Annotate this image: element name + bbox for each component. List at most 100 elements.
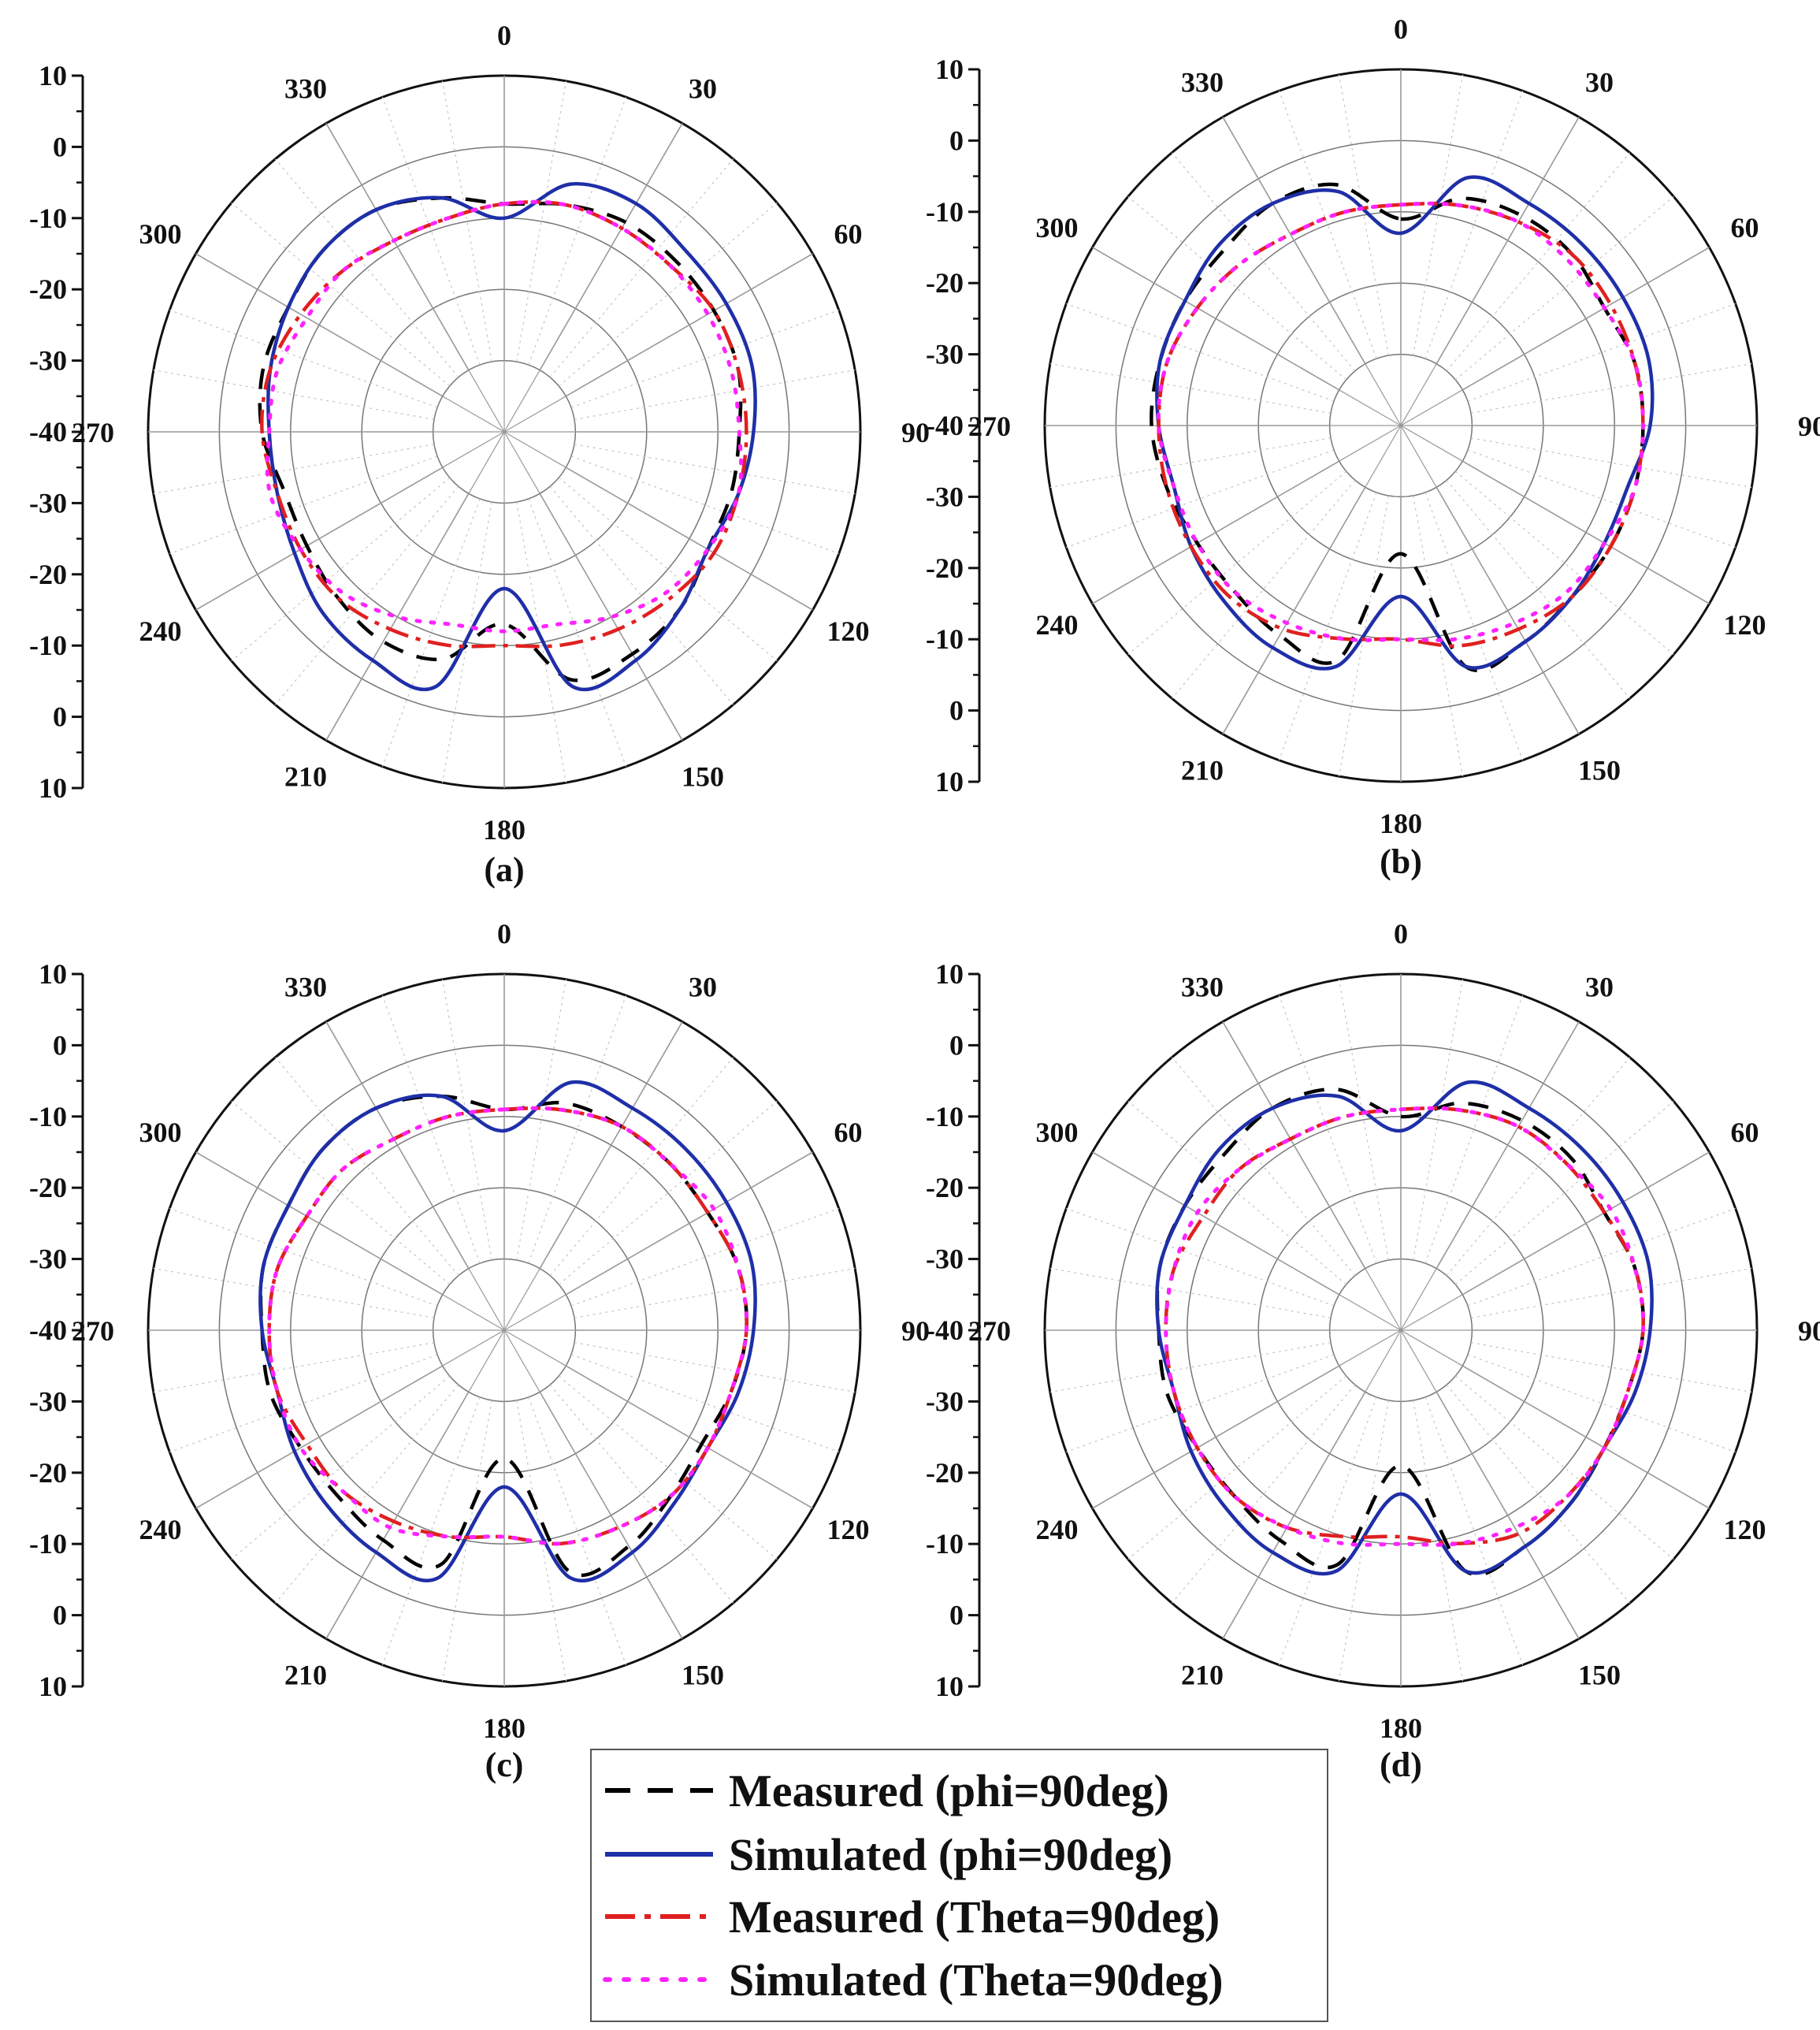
grid-spoke bbox=[1462, 460, 1710, 604]
angle-label-300: 300 bbox=[139, 1117, 182, 1148]
radial-tick-label: -10 bbox=[29, 1101, 67, 1132]
radial-tick-label: -30 bbox=[926, 339, 964, 370]
angle-label-210: 210 bbox=[1181, 1659, 1224, 1690]
angle-label-30: 30 bbox=[689, 972, 717, 1003]
grid-hub-spoke bbox=[442, 431, 505, 468]
angle-label-330: 330 bbox=[284, 972, 327, 1003]
grid-hub-spoke bbox=[1400, 1294, 1463, 1331]
legend-label-simulated-theta: Simulated (Theta=90deg) bbox=[729, 1954, 1224, 2006]
grid-spoke bbox=[1462, 1151, 1710, 1296]
angle-label-30: 30 bbox=[1585, 972, 1614, 1003]
angle-label-150: 150 bbox=[682, 760, 724, 792]
angle-label-30: 30 bbox=[1585, 67, 1614, 99]
grid-hub-spoke bbox=[1339, 389, 1402, 426]
radial-tick-label: 0 bbox=[949, 695, 964, 727]
angle-label-120: 120 bbox=[826, 1514, 869, 1545]
grid-spoke bbox=[1222, 117, 1366, 365]
radial-tick-label: -30 bbox=[926, 1385, 964, 1417]
series-sim_theta bbox=[267, 1106, 749, 1546]
angle-label-30: 30 bbox=[689, 73, 717, 105]
angle-label-330: 330 bbox=[1181, 67, 1224, 99]
grid-hub-spoke bbox=[1339, 1329, 1402, 1366]
grid-hub-spoke bbox=[503, 396, 566, 433]
grid-hub-spoke bbox=[503, 1268, 540, 1331]
angle-label-90: 90 bbox=[1798, 1315, 1820, 1347]
series-meas_theta bbox=[1164, 1106, 1645, 1545]
angle-label-180: 180 bbox=[1380, 1712, 1422, 1744]
angle-label-210: 210 bbox=[1181, 754, 1224, 786]
grid-spoke bbox=[539, 123, 683, 371]
grid-spoke bbox=[1436, 1021, 1580, 1270]
grid-hub-spoke bbox=[1400, 1268, 1437, 1331]
angle-label-270: 270 bbox=[72, 417, 114, 448]
angle-label-270: 270 bbox=[968, 1315, 1011, 1347]
grid-hub-spoke bbox=[468, 1268, 505, 1331]
radial-tick-label: -10 bbox=[926, 623, 964, 655]
angle-label-90: 90 bbox=[901, 417, 930, 448]
grid-spoke bbox=[1222, 486, 1366, 734]
grid-spoke bbox=[1436, 117, 1580, 365]
radial-tick-label: -40 bbox=[29, 1314, 67, 1346]
radial-tick-label: -30 bbox=[29, 1244, 67, 1275]
grid-spoke bbox=[565, 253, 813, 397]
radial-tick-label: 0 bbox=[949, 125, 964, 156]
caption-c: (c) bbox=[485, 1746, 524, 1784]
grid-hub-spoke bbox=[1400, 1329, 1463, 1366]
grid-spoke bbox=[325, 1391, 470, 1639]
grid-hub-spoke bbox=[503, 431, 540, 494]
radial-tick-label: 0 bbox=[53, 131, 67, 162]
series-sim_phi bbox=[1155, 175, 1655, 671]
legend-box bbox=[590, 1749, 1328, 2022]
grid-spoke bbox=[565, 1151, 813, 1296]
grid-hub-spoke bbox=[1365, 1329, 1402, 1392]
grid-spoke bbox=[565, 1365, 813, 1509]
radial-tick-label: 0 bbox=[53, 1600, 67, 1631]
grid-spoke bbox=[195, 253, 444, 397]
series-sim_theta bbox=[1164, 1106, 1646, 1547]
caption-d: (d) bbox=[1380, 1746, 1422, 1784]
grid-spoke bbox=[195, 467, 444, 611]
radial-tick-label: -10 bbox=[29, 630, 67, 661]
radial-tick-label: -20 bbox=[29, 1457, 67, 1489]
radial-tick-label: 10 bbox=[39, 1671, 67, 1702]
grid-spoke bbox=[1436, 1391, 1580, 1639]
radial-tick-label: 10 bbox=[935, 54, 964, 85]
angle-label-180: 180 bbox=[1380, 808, 1422, 839]
grid-spoke bbox=[1462, 1365, 1710, 1509]
series-sim_phi bbox=[1155, 1080, 1654, 1576]
angle-label-330: 330 bbox=[1181, 972, 1224, 1003]
grid-spoke bbox=[539, 493, 683, 741]
radial-tick-label: -20 bbox=[29, 1172, 67, 1203]
grid-hub-spoke bbox=[1365, 363, 1402, 426]
legend-label-measured-phi: Measured (phi=90deg) bbox=[729, 1765, 1169, 1816]
grid-spoke bbox=[195, 1151, 444, 1296]
angle-label-90: 90 bbox=[1798, 411, 1820, 442]
grid-spoke bbox=[1092, 460, 1340, 604]
grid-spoke bbox=[1222, 1391, 1366, 1639]
grid-hub-spoke bbox=[1365, 1268, 1402, 1331]
angle-label-0: 0 bbox=[497, 918, 511, 950]
grid-spoke bbox=[325, 123, 470, 371]
angle-label-90: 90 bbox=[901, 1315, 930, 1347]
angle-label-180: 180 bbox=[483, 814, 526, 846]
angle-label-210: 210 bbox=[284, 1659, 327, 1690]
angle-label-60: 60 bbox=[834, 218, 862, 250]
series-meas_theta bbox=[267, 1106, 748, 1546]
grid-hub-spoke bbox=[503, 1329, 540, 1392]
series-sim_theta bbox=[1156, 201, 1645, 642]
grid-hub-spoke bbox=[1400, 389, 1463, 426]
grid-hub-spoke bbox=[468, 370, 505, 433]
radial-tick-label: 10 bbox=[935, 958, 964, 990]
angle-label-240: 240 bbox=[139, 1514, 182, 1545]
grid-spoke bbox=[539, 1391, 683, 1639]
angle-label-0: 0 bbox=[497, 20, 511, 51]
grid-hub-spoke bbox=[442, 1294, 505, 1331]
radial-tick-label: -10 bbox=[926, 196, 964, 228]
radial-tick-label: -20 bbox=[29, 559, 67, 590]
legend-label-measured-theta: Measured (Theta=90deg) bbox=[729, 1891, 1220, 1943]
grid-spoke bbox=[539, 1021, 683, 1270]
panel-a: 10 0 -10 -20 -30 -40 -30 -20 -10 0 10 0 30 60 90 120 15… bbox=[29, 20, 930, 889]
radial-tick-label: -10 bbox=[926, 1528, 964, 1560]
angle-label-150: 150 bbox=[1578, 754, 1621, 786]
caption-b: (b) bbox=[1380, 842, 1422, 881]
